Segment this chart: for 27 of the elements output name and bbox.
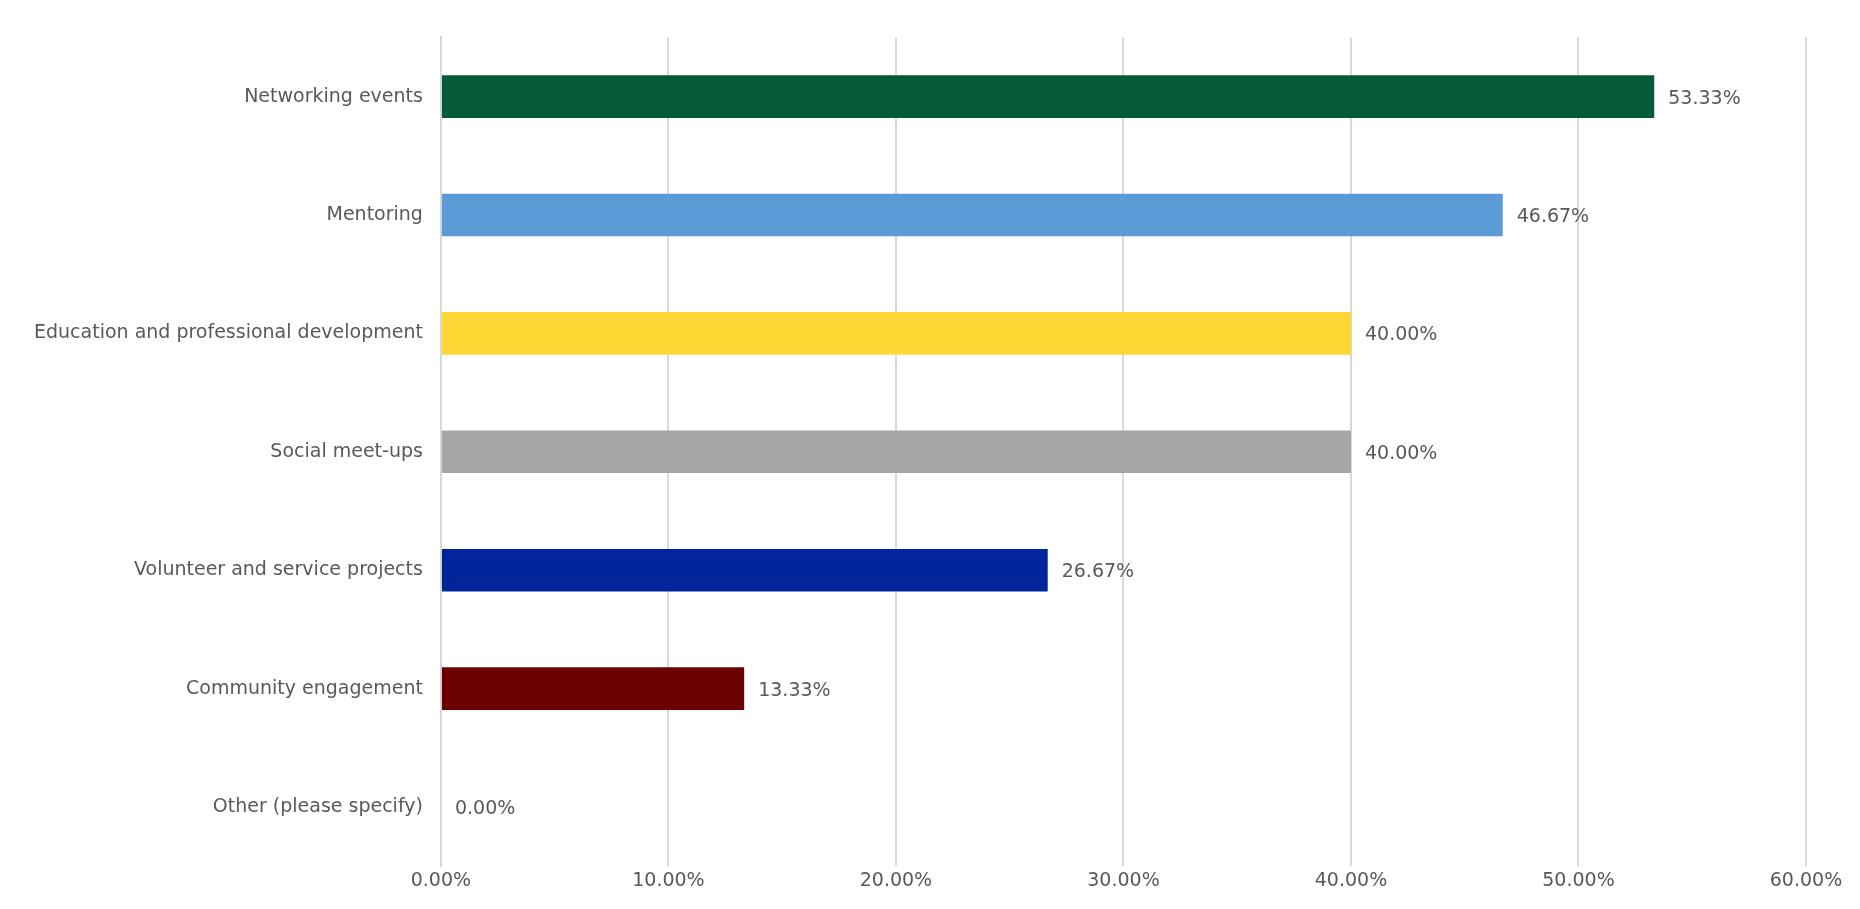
bar xyxy=(441,667,745,710)
data-label: 0.00% xyxy=(454,795,516,818)
y-tick-label: Education and professional development xyxy=(33,320,423,343)
y-tick-label: Networking events xyxy=(244,83,423,106)
y-tick-label: Community engagement xyxy=(186,675,423,698)
data-label: 46.67% xyxy=(1516,203,1590,226)
y-tick-label: Social meet-ups xyxy=(270,438,423,461)
x-tick-label: 20.00% xyxy=(859,867,933,890)
x-tick-label: 0.00% xyxy=(410,867,472,890)
bar xyxy=(441,193,1503,237)
data-label: 40.00% xyxy=(1364,440,1438,463)
bar xyxy=(441,312,1351,355)
bar xyxy=(441,430,1351,474)
x-tick-label: 10.00% xyxy=(632,867,705,890)
y-tick-label: Mentoring xyxy=(326,201,423,224)
data-label: 40.00% xyxy=(1364,322,1438,345)
data-label: 13.33% xyxy=(758,677,831,700)
data-label: 26.67% xyxy=(1061,559,1135,582)
data-label: 53.33% xyxy=(1668,85,1741,108)
x-tick-label: 60.00% xyxy=(1769,867,1843,890)
y-tick-label: Other (please specify) xyxy=(212,793,423,816)
x-tick-label: 50.00% xyxy=(1542,867,1615,890)
bar xyxy=(441,548,1048,592)
y-tick-label: Volunteer and service projects xyxy=(133,557,423,580)
x-tick-label: 30.00% xyxy=(1087,867,1160,890)
bar xyxy=(441,75,1655,118)
x-tick-label: 40.00% xyxy=(1314,867,1388,890)
